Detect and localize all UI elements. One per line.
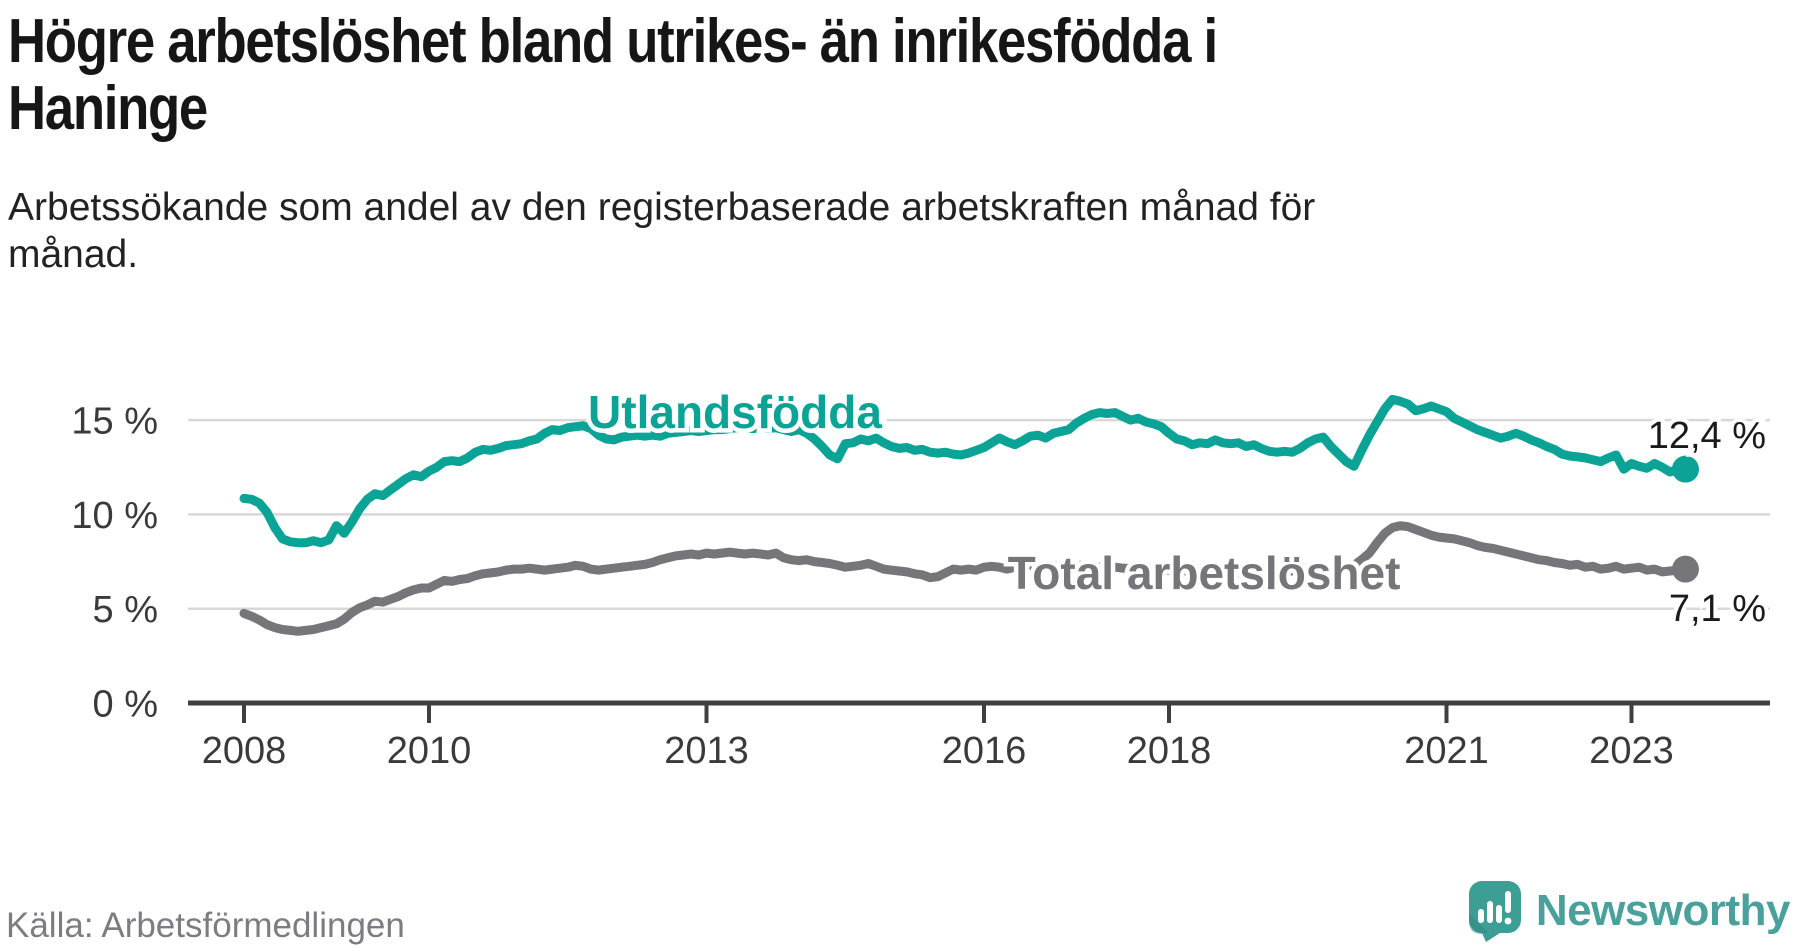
newsworthy-icon [1468,881,1521,942]
y-tick-label-5: 5 % [93,589,158,631]
page-subtitle-line1: Arbetssökande som andel av den registerb… [8,186,1316,229]
x-tick-label-2016: 2016 [942,730,1027,772]
series-line-total [239,521,1690,636]
y-tick-label-15: 15 % [71,401,158,443]
series-label-utlandsfodda: Utlandsfödda [588,386,882,438]
x-tick-label-2013: 2013 [664,730,749,772]
y-tick-label-10: 10 % [71,495,158,537]
series-line-utlandsfodda [239,394,1690,548]
x-axis-tick-labels: 2008 2010 2013 2016 2018 2021 2023 [202,730,1674,772]
end-value-label-total: 7,1 % [1669,588,1766,630]
page-title-line1: Högre arbetslöshet bland utrikes- än inr… [8,7,1218,76]
page-title-line2: Haninge [8,74,208,143]
brand-logo: Newsworthy [1468,880,1791,942]
series-end-dot-total [1671,555,1699,583]
series-label-total: Total arbetslöshet [1008,547,1401,599]
x-tick-label-2021: 2021 [1404,730,1489,772]
series-end-dot-utlandsfodda [1671,455,1699,483]
y-axis-tick-labels: 15 % 10 % 5 % 0 % [71,401,158,726]
page-title: Högre arbetslöshet bland utrikes- än inr… [8,7,1218,143]
x-tick-label-2023: 2023 [1589,730,1674,772]
brand-wordmark: Newsworthy [1535,886,1791,935]
source-note: Källa: Arbetsförmedlingen [6,906,405,945]
page-subtitle: Arbetssökande som andel av den registerb… [8,184,1315,278]
x-tick-label-2018: 2018 [1127,730,1212,772]
page-subtitle-line2: månad. [8,233,139,276]
x-tick-label-2008: 2008 [202,730,287,772]
gridlines [188,418,1770,610]
end-value-label-utlandsfodda: 12,4 % [1648,415,1766,457]
x-tick-label-2010: 2010 [387,730,472,772]
x-axis-ticks [242,703,1634,723]
y-tick-label-0: 0 % [93,684,158,726]
